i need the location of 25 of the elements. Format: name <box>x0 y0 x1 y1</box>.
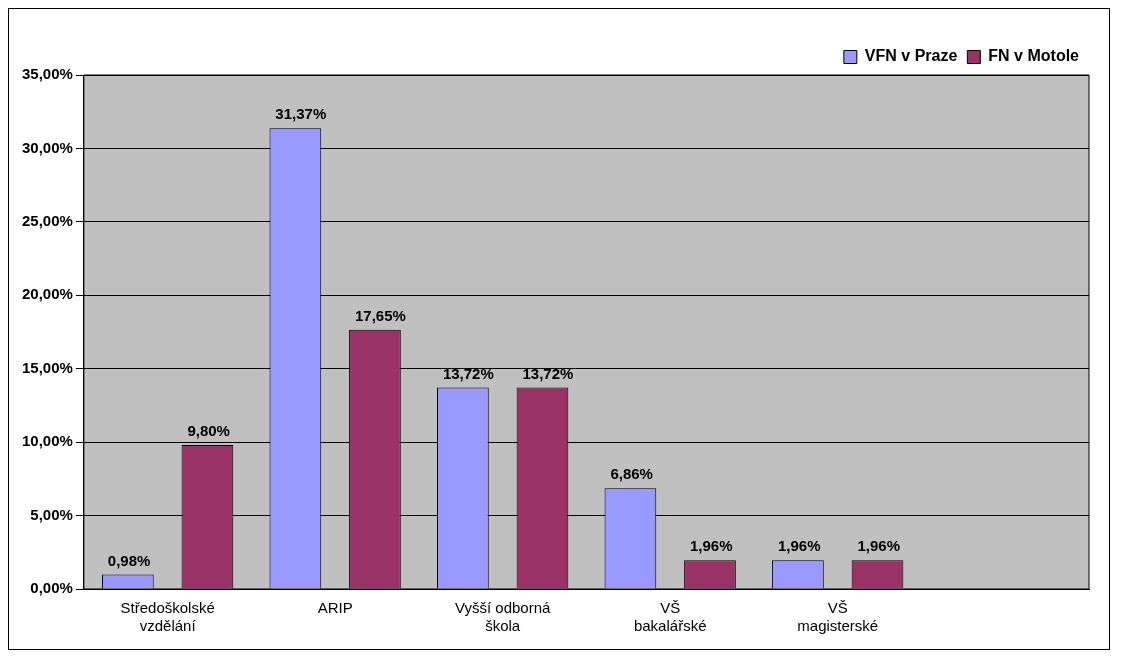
data-label: 13,72% <box>522 364 574 382</box>
data-label: 9,80% <box>187 422 230 440</box>
y-tick-label: 25,00% <box>22 212 73 229</box>
y-tick-label: 35,00% <box>22 65 73 83</box>
y-tick-label: 30,00% <box>22 138 73 156</box>
y-tick-label: 20,00% <box>22 285 73 303</box>
data-label: 17,65% <box>354 306 406 324</box>
legend-label: VFN v Praze <box>864 47 958 65</box>
data-label: 1,96% <box>689 537 733 555</box>
data-label: 13,72% <box>442 364 494 382</box>
y-tick-label: 10,00% <box>22 432 73 450</box>
data-label: 31,37% <box>275 105 327 123</box>
legend-label: FN v Motole <box>988 47 1080 65</box>
data-label: 1,96% <box>777 537 821 555</box>
x-tick-label: Vyšší odborná škola <box>455 599 551 635</box>
data-label: 0,98% <box>107 551 151 569</box>
x-tick-label: VŠ bakalářské <box>633 599 707 635</box>
y-tick-label: 15,00% <box>22 358 73 376</box>
x-tick-label: Středoškolské vzdělání <box>120 599 215 635</box>
y-tick-label: 5,00% <box>30 505 73 523</box>
x-tick-label: VŠ magisterské <box>797 599 879 635</box>
data-label: 6,86% <box>610 465 653 483</box>
x-tick-label: ARIP <box>317 599 353 617</box>
data-label: 1,96% <box>857 537 901 555</box>
y-tick-label: 0,00% <box>30 579 73 597</box>
